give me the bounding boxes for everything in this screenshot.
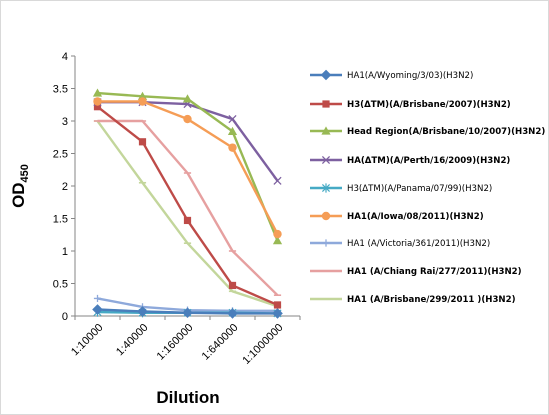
y-tick-label: 3.5	[53, 84, 68, 96]
legend-item: HA1 (A/Victoria/361/2011)(H3N2)	[310, 239, 490, 249]
legend-marker	[320, 69, 332, 81]
data-point	[92, 304, 103, 315]
data-point	[93, 103, 102, 111]
plot-area	[92, 88, 283, 319]
legend-marker	[322, 100, 330, 108]
legend-marker	[321, 211, 331, 221]
x-tick-label: 1:10000	[69, 322, 106, 359]
data-point	[228, 143, 237, 152]
data-point	[228, 281, 237, 290]
legend-label: H3(ΔTM)(A/Panama/07/99)(H3N2)	[347, 184, 492, 194]
series-line	[97, 100, 279, 182]
y-tick-label: 1	[62, 246, 68, 258]
data-point	[182, 307, 193, 319]
legend-marker	[321, 155, 331, 165]
data-point	[138, 138, 147, 146]
legend-label: HA1 (A/Victoria/361/2011)(H3N2)	[347, 239, 490, 249]
x-tick-label: 1:40000	[114, 322, 151, 359]
legend-item: HA1(A/Wyoming/3/03)(H3N2)	[310, 69, 473, 81]
data-point	[137, 91, 148, 100]
data-point	[227, 126, 238, 135]
series-line	[96, 105, 278, 307]
series-1	[92, 304, 283, 319]
data-point	[273, 301, 282, 309]
y-tick-label: 0	[62, 311, 68, 323]
legend-item: H3(ΔTM)(A/Brisbane/2007)(H3N2)	[310, 100, 511, 110]
legend-marker	[322, 239, 330, 247]
x-tick-label: 1:1000000	[240, 322, 285, 367]
legend-label: HA1(A/Wyoming/3/03)(H3N2)	[347, 71, 473, 81]
y-axis-title-subscript: 450	[19, 164, 31, 182]
data-point	[227, 308, 238, 319]
legend-label: HA(ΔTM)(A/Perth/16/2009)(H3N2)	[347, 156, 510, 166]
y-axis-title: OD450	[9, 164, 31, 208]
y-tick-label: 1.5	[53, 214, 68, 226]
legend-label: HA1(A/Iowa/08/2011)(H3N2)	[347, 212, 484, 222]
legend-item: HA1(A/Iowa/08/2011)(H3N2)	[310, 211, 484, 222]
legend-marker	[321, 126, 331, 135]
y-tick-label: 2	[62, 181, 68, 193]
legend-item: HA(ΔTM)(A/Perth/16/2009)(H3N2)	[310, 155, 510, 166]
legend-item: HA1 (A/Brisbane/299/2011 )(H3N2)	[310, 295, 516, 305]
data-point	[273, 176, 282, 185]
series-3	[92, 88, 283, 245]
y-tick-label: 3	[62, 116, 68, 128]
data-point	[138, 97, 147, 106]
data-point	[228, 114, 237, 124]
legend-label: H3(ΔTM)(A/Brisbane/2007)(H3N2)	[347, 100, 511, 110]
legend-label: Head Region(A/Brisbane/10/2007)(H3N2)	[347, 127, 545, 137]
data-point	[272, 308, 283, 319]
y-tick-label: 4	[62, 51, 68, 63]
x-tick-label: 1:640000	[200, 322, 241, 363]
x-tick-label: 1:160000	[155, 322, 196, 363]
legend-item: H3(ΔTM)(A/Panama/07/99)(H3N2)	[310, 183, 492, 194]
legend-item: Head Region(A/Brisbane/10/2007)(H3N2)	[310, 126, 545, 137]
data-point	[92, 88, 103, 97]
y-axis-title-main: OD	[9, 182, 28, 208]
data-point	[93, 294, 102, 303]
legend-item: HA1 (A/Chiang Rai/277/2011)(H3N2)	[310, 267, 522, 277]
legend-label: HA1 (A/Brisbane/299/2011 )(H3N2)	[347, 295, 516, 305]
series-line	[97, 119, 279, 297]
data-point	[182, 94, 193, 103]
x-axis-title: Dilution	[156, 388, 219, 407]
y-tick-label: 0.5	[53, 279, 68, 291]
data-point	[183, 216, 192, 225]
data-point	[137, 306, 148, 317]
y-axis: 0 0.5 1 1.5 2 2.5 3 3.5 4	[53, 51, 76, 323]
legend: HA1(A/Wyoming/3/03)(H3N2) H3(ΔTM)(A/Brisb…	[310, 69, 545, 305]
data-point	[272, 236, 283, 245]
data-point	[273, 229, 282, 239]
data-point	[93, 97, 102, 106]
series-2	[93, 103, 282, 309]
y-tick-label: 2.5	[53, 149, 68, 161]
legend-marker	[321, 183, 331, 193]
series-line	[96, 120, 278, 308]
series-8	[93, 119, 282, 297]
x-axis: 1:10000 1:40000 1:160000 1:640000 1:1000000	[69, 315, 301, 367]
legend-label: HA1 (A/Chiang Rai/277/2011)(H3N2)	[347, 267, 522, 277]
series-6	[93, 97, 282, 239]
data-point	[183, 114, 192, 124]
